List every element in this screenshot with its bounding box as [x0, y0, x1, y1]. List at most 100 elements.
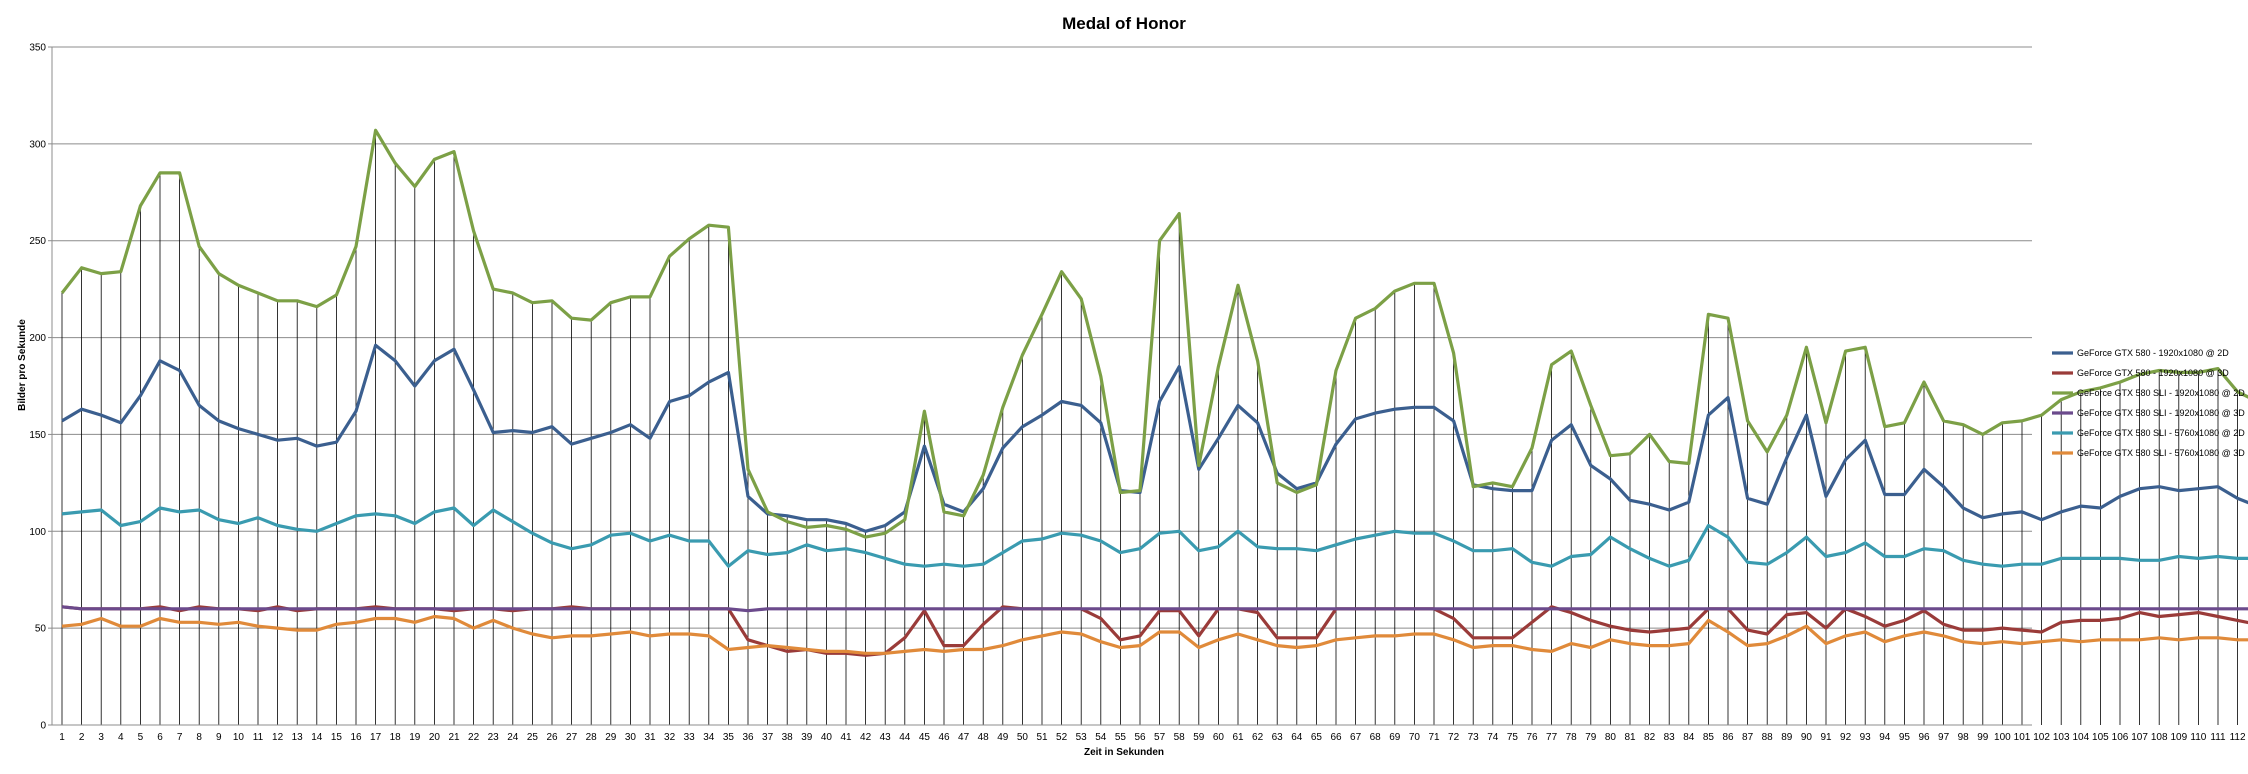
- x-tick-label: 54: [1095, 732, 1107, 743]
- x-tick-label: 103: [2053, 732, 2070, 743]
- x-tick-label: 47: [958, 732, 970, 743]
- y-tick-label: 350: [29, 43, 46, 54]
- x-tick-label: 26: [546, 732, 558, 743]
- x-tick-label: 2: [79, 732, 85, 743]
- x-tick-label: 111: [2210, 732, 2226, 743]
- x-tick-label: 44: [899, 732, 911, 743]
- x-tick-label: 10: [233, 732, 245, 743]
- x-tick-label: 77: [1546, 732, 1558, 743]
- x-tick-label: 79: [1585, 732, 1597, 743]
- x-tick-label: 17: [370, 732, 382, 743]
- x-tick-label: 90: [1801, 732, 1813, 743]
- x-tick-label: 27: [566, 732, 578, 743]
- x-tick-label: 59: [1193, 732, 1205, 743]
- x-tick-label: 109: [2170, 732, 2187, 743]
- y-tick-label: 100: [29, 527, 46, 538]
- x-tick-label: 28: [586, 732, 598, 743]
- x-tick-label: 48: [978, 732, 990, 743]
- x-tick-label: 4: [118, 732, 124, 743]
- x-tick-label: 78: [1566, 732, 1578, 743]
- x-tick-label: 29: [605, 732, 617, 743]
- x-tick-label: 30: [625, 732, 637, 743]
- x-tick-label: 73: [1468, 732, 1480, 743]
- x-tick-label: 23: [488, 732, 500, 743]
- x-tick-label: 89: [1781, 732, 1793, 743]
- series-lines: [60, 128, 2248, 657]
- x-tick-label: 110: [2190, 732, 2206, 743]
- x-tick-label: 42: [860, 732, 872, 743]
- x-tick-label: 40: [821, 732, 833, 743]
- x-tick-label: 19: [409, 732, 421, 743]
- x-tick-label: 11: [253, 732, 264, 743]
- x-tick-label: 98: [1958, 732, 1970, 743]
- x-tick-label: 13: [292, 732, 304, 743]
- x-tick-label: 35: [723, 732, 735, 743]
- x-tick-label: 53: [1076, 732, 1088, 743]
- x-tick-label: 7: [177, 732, 183, 743]
- x-tick-label: 52: [1056, 732, 1068, 743]
- x-tick-label: 72: [1448, 732, 1460, 743]
- x-tick-label: 50: [1017, 732, 1029, 743]
- x-tick-label: 99: [1977, 732, 1989, 743]
- x-tick-label: 15: [331, 732, 343, 743]
- x-tick-label: 74: [1487, 732, 1499, 743]
- drop-lines: [61, 130, 2239, 725]
- x-tick-label: 3: [98, 732, 104, 743]
- x-tick-label: 51: [1036, 732, 1048, 743]
- x-tick-label: 81: [1624, 732, 1636, 743]
- x-tick-label: 24: [507, 732, 519, 743]
- x-tick-label: 41: [840, 732, 852, 743]
- x-tick-label: 104: [2072, 732, 2089, 743]
- x-tick-label: 108: [2151, 732, 2168, 743]
- x-tick-label: 16: [350, 732, 362, 743]
- x-tick-label: 58: [1174, 732, 1186, 743]
- x-tick-label: 46: [938, 732, 950, 743]
- x-tick-label: 76: [1526, 732, 1538, 743]
- legend-label: GeForce GTX 580 SLI - 5760x1080 @ 2D: [2077, 428, 2245, 438]
- x-tick-label: 39: [801, 732, 813, 743]
- x-tick-label: 43: [880, 732, 892, 743]
- y-tick-label: 200: [29, 333, 46, 344]
- x-tick-label: 20: [429, 732, 441, 743]
- x-tick-label: 68: [1370, 732, 1382, 743]
- x-tick-label: 60: [1213, 732, 1225, 743]
- legend-label: GeForce GTX 580 - 1920x1080 @ 3D: [2077, 368, 2229, 378]
- axes: [51, 47, 2032, 726]
- x-tick-label: 56: [1134, 732, 1146, 743]
- y-axis-title: Bilder pro Sekunde: [17, 319, 28, 411]
- x-tick-label: 49: [997, 732, 1009, 743]
- x-tick-label: 64: [1291, 732, 1303, 743]
- y-tick-label: 300: [29, 139, 46, 150]
- x-tick-label: 85: [1703, 732, 1715, 743]
- x-tick-label: 14: [311, 732, 323, 743]
- x-tick-label: 82: [1644, 732, 1656, 743]
- x-tick-label: 71: [1428, 732, 1440, 743]
- x-tick-label: 57: [1154, 732, 1166, 743]
- series-line-5: [61, 506, 2248, 568]
- x-tick-label: 83: [1664, 732, 1676, 743]
- x-tick-label: 93: [1860, 732, 1872, 743]
- x-tick-label: 97: [1938, 732, 1950, 743]
- x-tick-label: 100: [1994, 732, 2011, 743]
- x-tick-label: 91: [1820, 732, 1832, 743]
- x-tick-label: 62: [1252, 732, 1264, 743]
- y-tick-label: 250: [29, 236, 46, 247]
- x-tick-label: 70: [1409, 732, 1421, 743]
- series-line-2: [61, 605, 2248, 657]
- y-tick-label: 0: [40, 721, 46, 732]
- x-tick-label: 31: [644, 732, 656, 743]
- chart-title: Medal of Honor: [1062, 14, 1186, 33]
- x-tick-label: 8: [196, 732, 202, 743]
- x-tick-label: 45: [919, 732, 931, 743]
- x-tick-label: 69: [1389, 732, 1401, 743]
- x-tick-label: 107: [2131, 732, 2148, 743]
- x-tick-label: 21: [448, 732, 460, 743]
- x-axis-title: Zeit in Sekunden: [1084, 747, 1164, 758]
- x-tick-label: 1: [59, 732, 65, 743]
- series-line-4: [61, 605, 2248, 613]
- x-tick-label: 101: [2014, 732, 2031, 743]
- x-tick-label: 36: [742, 732, 754, 743]
- legend: GeForce GTX 580 - 1920x1080 @ 2D GeForce …: [2052, 348, 2245, 458]
- x-tick-label: 37: [762, 732, 774, 743]
